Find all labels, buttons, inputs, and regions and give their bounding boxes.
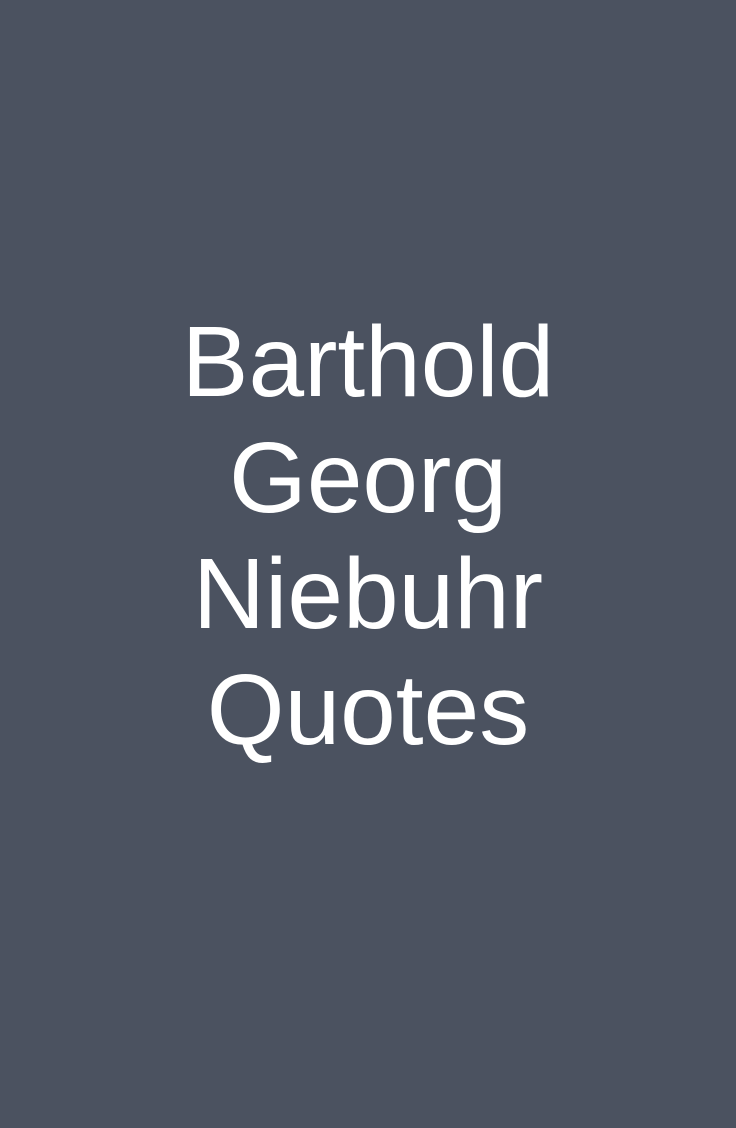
title-line-3: Niebuhr bbox=[192, 538, 544, 650]
title-line-2: Georg bbox=[229, 422, 507, 534]
title-line-4: Quotes bbox=[206, 654, 530, 766]
title-line-1: Barthold bbox=[181, 306, 555, 418]
page-title: Barthold Georg Niebuhr Quotes bbox=[0, 304, 736, 768]
